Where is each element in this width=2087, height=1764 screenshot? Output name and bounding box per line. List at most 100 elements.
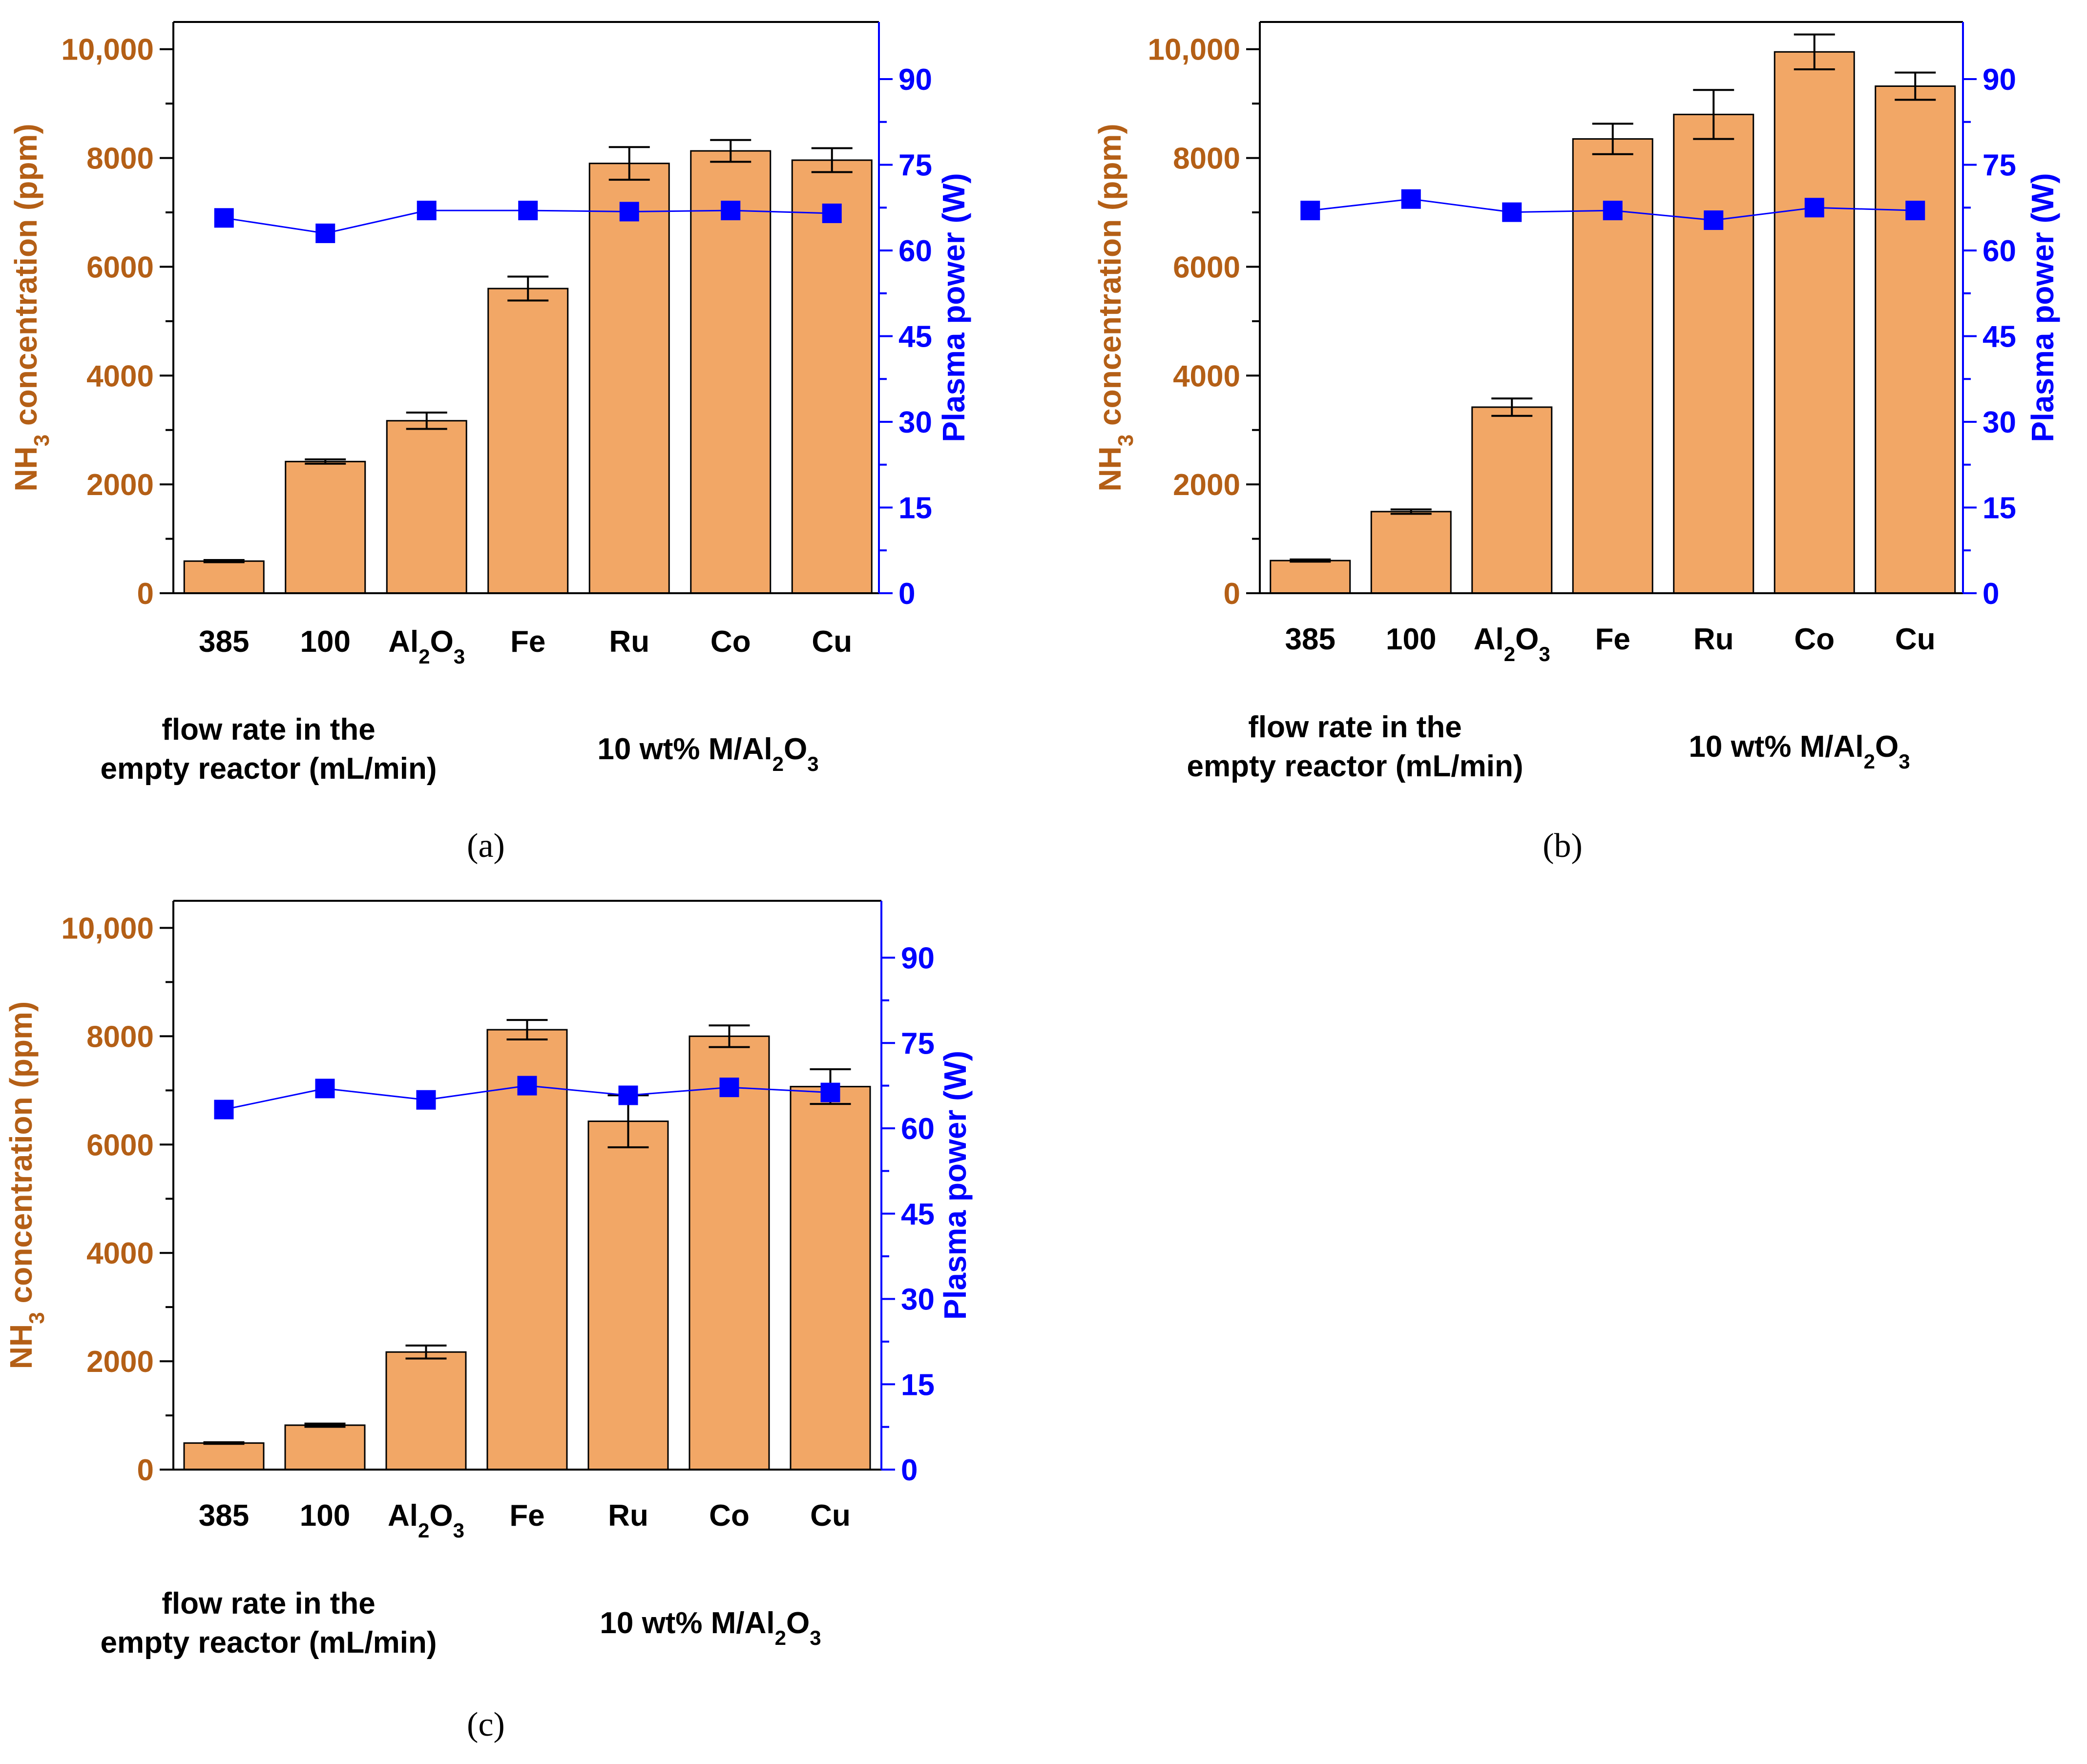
bar-Al2O3 (1471, 406, 1553, 594)
bar-Fe (487, 288, 569, 594)
left-tick-label: 4000 (86, 359, 154, 393)
plasma-power-marker-Fe (517, 1076, 537, 1096)
right-tick-label: 15 (898, 492, 932, 525)
bar-100 (284, 1424, 366, 1471)
group-label-flow-line2: empty reactor (mL/min) (100, 752, 437, 786)
right-tick-label: 75 (1983, 149, 2016, 183)
left-tick-label: 0 (137, 1453, 154, 1487)
bar-100 (285, 460, 366, 594)
left-tick-label: 4000 (1173, 359, 1240, 393)
plasma-power-marker-Co (719, 1078, 739, 1098)
category-label-385: 385 (199, 1499, 249, 1533)
category-label-385: 385 (199, 625, 249, 659)
bar-Al2O3 (385, 1351, 467, 1471)
left-tick-label: 2000 (86, 1345, 154, 1379)
right-tick-label: 60 (1983, 234, 2016, 268)
right-tick-label: 90 (898, 63, 932, 97)
right-tick-label: 60 (901, 1112, 935, 1146)
right-tick-label: 90 (901, 942, 935, 975)
plasma-power-marker-100 (1401, 189, 1421, 209)
left-tick-label: 8000 (1173, 142, 1240, 176)
panel-label: (a) (467, 827, 505, 865)
left-axis-title: NH3 concentration (ppm) (3, 1001, 49, 1369)
category-label-Ru: Ru (1693, 623, 1734, 656)
bar-385 (1270, 560, 1351, 594)
right-tick-label: 15 (901, 1368, 935, 1402)
bar-Cu (790, 1086, 871, 1471)
left-tick-label: 10,000 (61, 912, 154, 945)
right-tick-label: 45 (1983, 320, 2016, 354)
plasma-power-marker-Al2O3 (416, 1090, 436, 1110)
bar-385 (183, 560, 265, 594)
right-tick-label: 0 (1983, 577, 1999, 611)
plasma-power-marker-Al2O3 (417, 201, 437, 221)
panel-label: (c) (467, 1706, 505, 1743)
right-tick-label: 45 (901, 1198, 935, 1231)
right-axis-title: Plasma power (W) (2025, 173, 2060, 442)
category-label-100: 100 (300, 625, 351, 659)
left-tick-label: 8000 (86, 142, 154, 176)
right-tick-label: 90 (1983, 63, 2016, 97)
left-tick-label: 2000 (86, 468, 154, 502)
group-label-flow-line1: flow rate in the (162, 713, 375, 747)
right-tick-label: 0 (901, 1453, 918, 1487)
group-label-catalyst: 10 wt% M/Al2O3 (1689, 730, 1910, 773)
left-tick-label: 4000 (86, 1237, 154, 1270)
left-axis-title: NH3 concentration (ppm) (8, 124, 54, 491)
right-tick-label: 30 (901, 1283, 935, 1317)
plasma-power-marker-Co (721, 201, 741, 221)
right-tick-label: 75 (898, 149, 932, 183)
plasma-power-marker-Al2O3 (1502, 202, 1522, 222)
plasma-power-marker-Cu (1905, 201, 1925, 221)
chart-panel-3: 0 2000 4000 6000 8000 10,000 0 15 30 45 60 75 90 NH3 … (3, 900, 973, 1743)
bar-385 (183, 1442, 265, 1471)
chart-panel-1: 0 2000 4000 6000 8000 10,000 0 15 30 45 60 75 90 NH3 … (8, 21, 971, 865)
plasma-power-marker-Ru (618, 1085, 638, 1105)
bar-Fe (486, 1029, 568, 1471)
group-label-flow-line1: flow rate in the (1248, 710, 1461, 744)
category-label-Co: Co (709, 1499, 750, 1533)
category-label-Cu: Cu (812, 625, 852, 659)
plasma-power-marker-100 (315, 223, 335, 243)
plasma-power-marker-Ru (1704, 210, 1724, 230)
left-axis-title: NH3 concentration (ppm) (1092, 124, 1138, 491)
right-tick-label: 30 (898, 406, 932, 439)
right-tick-label: 0 (898, 577, 915, 611)
category-label-Al2O3: Al2O3 (388, 625, 465, 668)
plasma-power-marker-Ru (619, 202, 639, 222)
left-tick-label: 6000 (1173, 250, 1240, 284)
bar-100 (1370, 511, 1452, 594)
bar-Co (689, 1035, 770, 1471)
bar-Co (690, 150, 772, 594)
category-label-100: 100 (1386, 623, 1436, 656)
plasma-power-marker-Fe (518, 201, 538, 221)
left-tick-label: 0 (137, 577, 154, 611)
bar-Co (1774, 51, 1855, 594)
category-label-Cu: Cu (810, 1499, 851, 1533)
bar-Cu (1875, 85, 1956, 594)
category-label-Fe: Fe (510, 625, 545, 659)
chart-panel-2: 0 2000 4000 6000 8000 10,000 0 15 30 45 60 75 90 NH3 … (1092, 21, 2060, 865)
category-label-Co: Co (710, 625, 751, 659)
category-label-Ru: Ru (609, 625, 649, 659)
right-tick-label: 60 (898, 234, 932, 268)
right-axis-title: Plasma power (W) (936, 173, 971, 442)
right-tick-label: 75 (901, 1027, 935, 1060)
bar-Ru (587, 1121, 669, 1471)
right-axis-title: Plasma power (W) (938, 1051, 973, 1320)
plasma-power-marker-385 (214, 1100, 234, 1120)
plasma-power-marker-385 (1300, 201, 1320, 221)
category-label-385: 385 (1285, 623, 1336, 656)
plasma-power-marker-385 (214, 208, 234, 228)
panel-label: (b) (1543, 827, 1583, 865)
category-label-Al2O3: Al2O3 (1474, 623, 1550, 665)
bar-Ru (588, 163, 670, 594)
bar-Ru (1673, 113, 1754, 594)
category-label-Ru: Ru (608, 1499, 648, 1533)
category-label-Cu: Cu (1895, 623, 1936, 656)
plasma-power-marker-Co (1804, 198, 1824, 218)
left-tick-label: 2000 (1173, 468, 1240, 502)
plasma-power-marker-Cu (822, 203, 842, 223)
category-label-Al2O3: Al2O3 (388, 1499, 464, 1542)
category-label-Co: Co (1794, 623, 1835, 656)
